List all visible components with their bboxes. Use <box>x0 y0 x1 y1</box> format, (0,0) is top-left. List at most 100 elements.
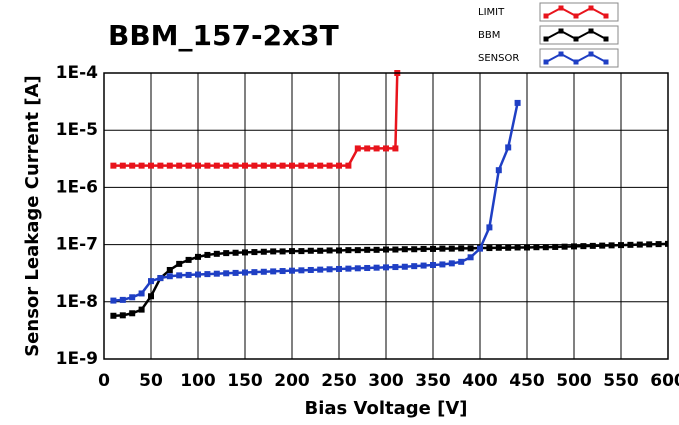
y-tick-label: 1E-4 <box>56 63 98 83</box>
data-point <box>260 268 267 275</box>
data-point <box>298 248 305 255</box>
legend-swatch-marker <box>588 5 594 11</box>
data-point <box>495 244 502 251</box>
data-point <box>176 272 183 279</box>
data-point <box>138 162 145 169</box>
data-point <box>373 145 380 152</box>
data-point <box>195 162 201 169</box>
data-point <box>533 244 540 251</box>
data-point <box>467 245 474 252</box>
data-point <box>514 99 521 106</box>
data-point <box>110 297 117 304</box>
x-tick-label: 600 <box>650 371 679 391</box>
data-point <box>364 264 371 271</box>
legend-swatch-marker <box>543 59 549 65</box>
x-tick-label: 450 <box>509 371 545 391</box>
data-point <box>665 240 668 247</box>
data-point <box>242 249 248 256</box>
legend-label: BBM <box>478 30 500 41</box>
data-point <box>176 162 183 169</box>
data-point <box>354 145 361 152</box>
x-axis-title: Bias Voltage [V] <box>305 398 468 419</box>
data-point <box>289 248 295 255</box>
x-tick-label: 250 <box>321 371 357 391</box>
data-point <box>627 241 634 248</box>
legend-swatch-marker <box>573 13 579 19</box>
data-point <box>580 243 587 250</box>
data-point <box>270 162 277 169</box>
legend-swatch-marker <box>558 5 564 11</box>
data-point <box>317 162 324 169</box>
data-point <box>354 265 361 272</box>
data-point <box>448 245 455 252</box>
data-point <box>420 245 427 252</box>
data-point <box>364 246 371 253</box>
data-point <box>119 296 126 303</box>
y-axis-title: Sensor Leakage Current [A] <box>22 75 43 357</box>
x-tick-label: 100 <box>180 371 216 391</box>
data-point <box>157 162 164 169</box>
data-point <box>486 224 493 231</box>
data-point <box>618 242 624 249</box>
legend-swatch-marker <box>543 36 549 42</box>
data-point <box>477 245 483 252</box>
y-tick-label: 1E-7 <box>56 235 98 255</box>
legend-label: LIMIT <box>478 7 505 18</box>
data-point <box>336 265 342 272</box>
data-point <box>232 269 239 276</box>
data-point <box>430 261 436 268</box>
legend-swatch-marker <box>558 51 564 57</box>
data-point <box>185 271 192 278</box>
y-tick-label: 1E-5 <box>56 120 98 140</box>
data-point <box>458 258 465 265</box>
data-point <box>298 162 305 169</box>
x-tick-label: 400 <box>462 371 498 391</box>
data-point <box>326 266 333 273</box>
data-point <box>345 162 352 169</box>
data-point <box>345 265 352 272</box>
legend: LIMIT BBM SENSOR <box>478 2 619 68</box>
data-point <box>430 245 436 252</box>
data-point <box>552 243 559 250</box>
data-point <box>383 145 389 152</box>
data-point <box>383 246 389 253</box>
data-point <box>213 250 220 257</box>
data-point <box>392 246 399 253</box>
data-point <box>317 266 324 273</box>
x-tick-label: 350 <box>415 371 451 391</box>
data-point <box>467 254 474 261</box>
data-point <box>176 260 183 267</box>
data-point <box>298 267 305 274</box>
data-point <box>166 266 173 273</box>
data-point <box>401 246 408 253</box>
data-point <box>392 145 399 152</box>
data-point <box>364 145 371 152</box>
data-point <box>345 247 352 254</box>
data-point <box>373 264 380 271</box>
data-point <box>129 294 136 301</box>
data-point <box>129 162 136 169</box>
data-point <box>242 269 248 276</box>
data-point <box>392 264 399 271</box>
data-point <box>213 162 220 169</box>
data-point <box>383 264 389 271</box>
data-point <box>138 290 145 297</box>
data-point <box>204 162 211 169</box>
data-point <box>270 268 277 275</box>
legend-swatch-marker <box>603 36 609 42</box>
data-point <box>251 162 258 169</box>
data-point <box>608 242 615 249</box>
data-point <box>279 162 286 169</box>
x-tick-label: 200 <box>274 371 310 391</box>
legend-swatch-marker <box>588 28 594 34</box>
data-point <box>223 270 230 277</box>
data-point <box>279 268 286 275</box>
plot-frame <box>103 72 669 360</box>
data-point <box>401 263 408 270</box>
data-point <box>439 245 446 252</box>
data-point <box>129 310 136 317</box>
data-point <box>213 270 220 277</box>
x-tick-label: 500 <box>556 371 592 391</box>
data-point <box>524 244 530 251</box>
